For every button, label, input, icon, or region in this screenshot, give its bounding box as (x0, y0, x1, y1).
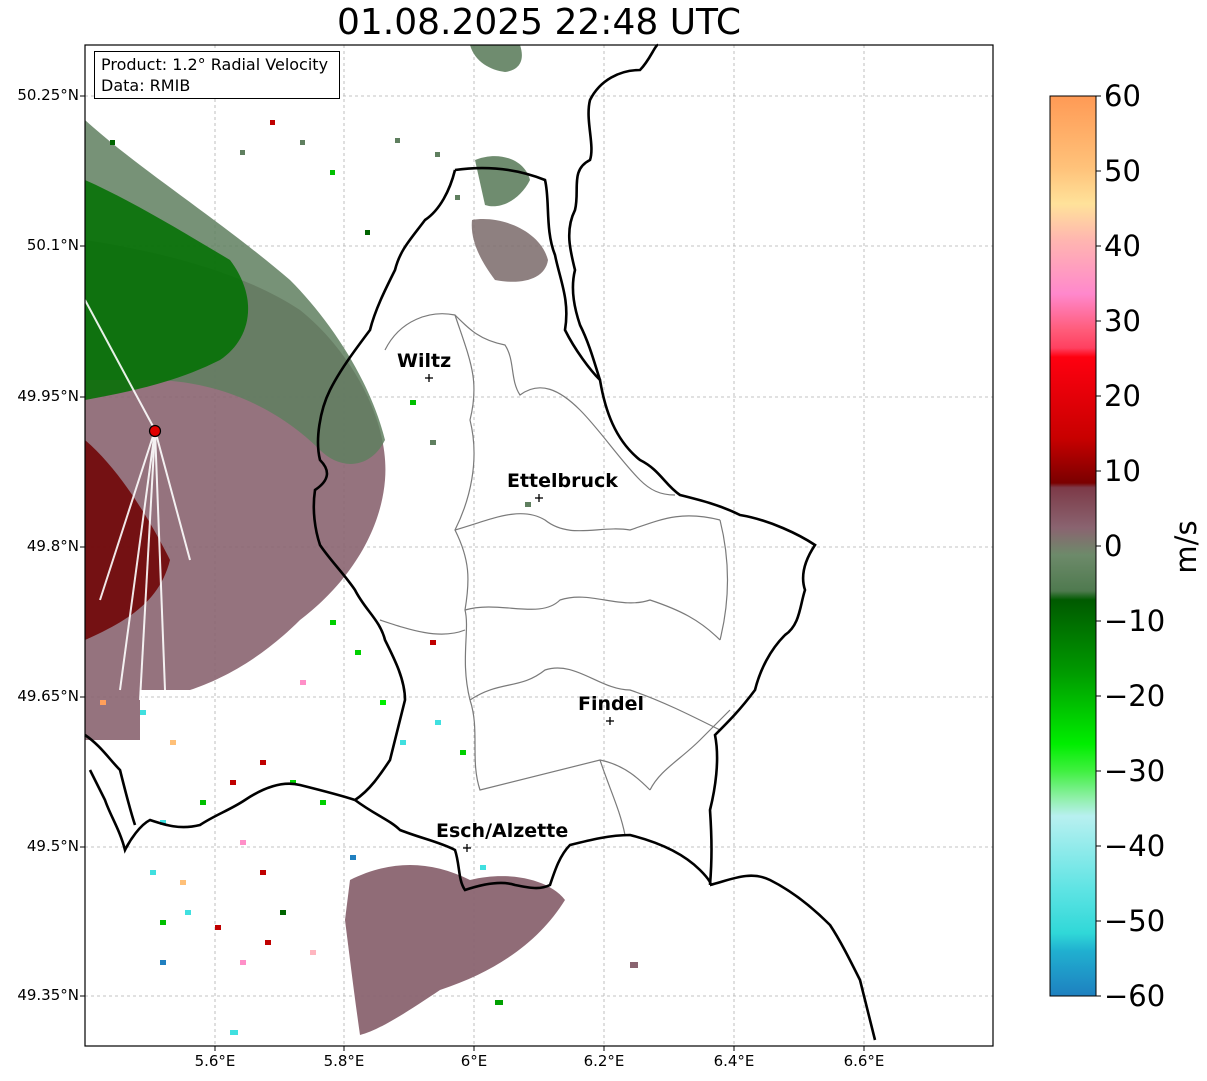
colorbar-tick-label: −40 (1104, 829, 1166, 863)
colorbar-tick-label: 30 (1104, 304, 1141, 338)
echo-dark-red (85, 440, 170, 640)
lat-tick-label: 50.1°N (26, 236, 79, 254)
city-markers (425, 374, 614, 852)
city-label-findel: Findel (578, 693, 645, 715)
lon-tick-label: 5.8°E (323, 1052, 365, 1070)
colorbar-ticks (1096, 95, 1101, 997)
echo-dark-green (85, 180, 249, 400)
lon-tick-label: 6°E (460, 1052, 488, 1070)
echo-ne-2 (471, 219, 548, 282)
colorbar (1049, 95, 1097, 997)
lat-tick-label: 49.35°N (17, 986, 79, 1004)
colorbar-tick-label: 50 (1104, 154, 1141, 188)
radar-site-marker (148, 424, 162, 438)
echo-mauve-south (345, 865, 565, 1035)
axis-ticks (80, 95, 865, 1051)
city-label-esch-alzette: Esch/Alzette (436, 820, 569, 842)
product-label: Product: 1.2° Radial Velocity (101, 55, 329, 74)
lat-tick-label: 49.8°N (26, 537, 79, 555)
echo-ne-3 (470, 45, 522, 72)
colorbar-tick-label: −60 (1104, 979, 1166, 1013)
scattered-echoes (100, 120, 638, 1035)
colorbar-tick-label: 40 (1104, 229, 1141, 263)
lat-tick-label: 49.95°N (17, 387, 79, 405)
map-frame (84, 44, 994, 1047)
colorbar-tick-label: 20 (1104, 379, 1141, 413)
colorbar-tick-label: 10 (1104, 454, 1141, 488)
colorbar-tick-label: 60 (1104, 79, 1141, 113)
country-borders (84, 43, 877, 1041)
lon-tick-label: 5.6°E (194, 1052, 236, 1070)
lon-tick-label: 6.4°E (713, 1052, 755, 1070)
lat-tick-label: 50.25°N (17, 86, 79, 104)
city-label-ettelbruck: Ettelbruck (507, 470, 618, 492)
colorbar-tick-label: −20 (1104, 679, 1166, 713)
canton-borders (379, 313, 731, 836)
lon-tick-label: 6.6°E (843, 1052, 885, 1070)
colorbar-tick-label: 0 (1104, 529, 1123, 563)
data-source-label: Data: RMIB (101, 76, 191, 95)
radar-echoes (85, 45, 638, 1035)
product-info-box: Product: 1.2° Radial Velocity Data: RMIB (94, 51, 340, 99)
echo-ne-1 (475, 156, 530, 207)
lat-tick-label: 49.5°N (26, 837, 79, 855)
lon-tick-label: 6.2°E (583, 1052, 625, 1070)
lat-tick-label: 49.65°N (17, 687, 79, 705)
colorbar-tick-label: −10 (1104, 604, 1166, 638)
colorbar-tick-label: −30 (1104, 754, 1166, 788)
colorbar-tick-label: −50 (1104, 904, 1166, 938)
city-label-wiltz: Wiltz (397, 350, 452, 372)
colorbar-unit-label: m/s (1169, 520, 1203, 574)
map-title: 01.08.2025 22:48 UTC (336, 2, 742, 43)
